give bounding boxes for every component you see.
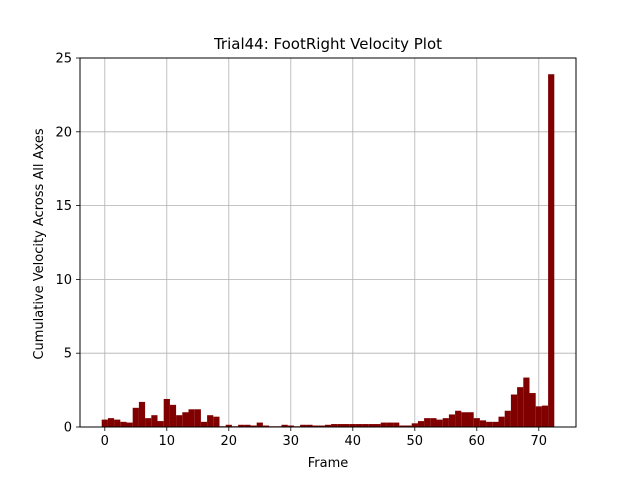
bar xyxy=(399,425,406,427)
bar xyxy=(169,404,177,427)
bar xyxy=(101,419,108,427)
bar xyxy=(498,416,505,427)
bar xyxy=(380,422,387,427)
bar xyxy=(200,421,208,427)
bar xyxy=(430,418,437,427)
chart-title: Trial44: FootRight Velocity Plot xyxy=(213,35,442,53)
y-tick-label: 5 xyxy=(64,347,72,362)
bar xyxy=(114,419,121,427)
x-tick-label: 70 xyxy=(531,434,548,449)
bar xyxy=(300,424,307,427)
y-tick-label: 25 xyxy=(55,52,72,67)
bar xyxy=(467,412,474,427)
bar xyxy=(405,425,412,427)
bar xyxy=(386,422,394,427)
bar xyxy=(145,418,152,427)
y-axis-ticks: 0 5 10 15 20 25 xyxy=(55,52,80,436)
bar xyxy=(188,409,195,427)
x-tick-label: 30 xyxy=(283,434,300,449)
bar xyxy=(349,424,356,427)
bar xyxy=(362,424,369,427)
bar xyxy=(411,423,418,427)
x-axis-ticks: 0 10 20 30 40 50 60 70 xyxy=(101,427,547,449)
bar xyxy=(473,418,480,427)
bar xyxy=(107,418,115,427)
bar xyxy=(455,410,462,427)
bar xyxy=(151,415,158,427)
x-tick-label: 0 xyxy=(101,434,109,449)
bar xyxy=(529,393,536,427)
bar xyxy=(442,418,449,427)
y-tick-label: 20 xyxy=(55,125,72,140)
bar xyxy=(213,416,220,427)
bar xyxy=(548,74,555,428)
bar xyxy=(281,424,288,427)
y-tick-label: 15 xyxy=(55,199,72,214)
bar xyxy=(157,421,164,427)
bar xyxy=(523,377,530,427)
bar xyxy=(492,421,499,427)
grid-lines xyxy=(80,57,576,428)
bar xyxy=(163,398,170,427)
bar xyxy=(486,421,493,427)
x-tick-label: 60 xyxy=(469,434,486,449)
bar xyxy=(238,424,245,427)
bar xyxy=(436,419,443,427)
bar xyxy=(244,424,251,427)
bar xyxy=(207,415,214,427)
bar xyxy=(374,424,381,427)
bar xyxy=(250,425,257,427)
y-tick-label: 10 xyxy=(55,273,72,288)
bar xyxy=(194,409,201,427)
bar xyxy=(126,422,133,427)
bar xyxy=(479,420,487,427)
bar xyxy=(535,406,542,427)
x-tick-label: 50 xyxy=(407,434,424,449)
bar xyxy=(517,387,524,427)
bar xyxy=(424,418,431,427)
bar xyxy=(461,412,468,427)
bar xyxy=(318,425,325,427)
bar xyxy=(337,424,344,427)
bar xyxy=(510,394,518,427)
bar xyxy=(306,424,313,427)
bar xyxy=(331,424,338,427)
bar xyxy=(541,405,549,427)
bar xyxy=(225,424,232,427)
bar xyxy=(368,424,375,427)
bar xyxy=(448,414,456,427)
bar xyxy=(343,424,350,427)
y-tick-label: 0 xyxy=(64,421,72,436)
x-tick-label: 40 xyxy=(345,434,362,449)
x-axis-label: Frame xyxy=(308,456,349,471)
y-axis-label: Cumulative Velocity Across All Axes xyxy=(32,128,47,359)
bar xyxy=(176,415,183,427)
bar xyxy=(312,425,319,427)
bar xyxy=(256,422,263,427)
x-tick-label: 20 xyxy=(221,434,238,449)
plot-frame xyxy=(79,57,577,428)
bar xyxy=(132,407,139,427)
bar xyxy=(355,424,363,427)
x-tick-label: 10 xyxy=(159,434,176,449)
bar xyxy=(324,424,332,427)
bar xyxy=(262,425,270,427)
bar-series xyxy=(101,74,555,428)
bar xyxy=(504,410,511,427)
bar xyxy=(417,421,425,427)
bar xyxy=(393,422,400,427)
bar xyxy=(287,425,294,427)
bar xyxy=(138,401,146,427)
bar xyxy=(120,421,127,427)
bar xyxy=(182,412,189,427)
